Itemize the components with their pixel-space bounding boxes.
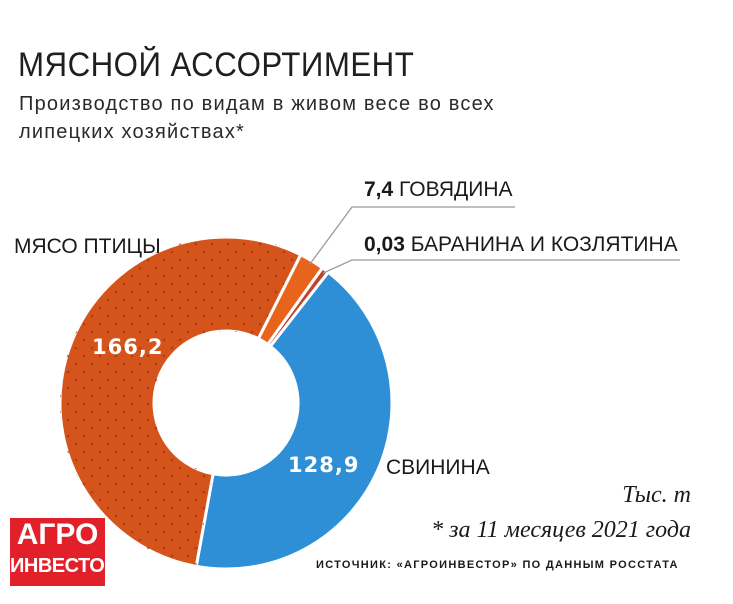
agroinvestor-logo: АГРО ИНВЕСТОР: [10, 518, 118, 586]
slice-label-beef: 7,4 ГОВЯДИНА: [364, 178, 513, 201]
footnote: * за 11 месяцев 2021 года: [431, 517, 691, 543]
unit-label: Тыс. т: [622, 482, 691, 508]
slice-value-lamb: 0,03: [364, 233, 405, 256]
slice-name-beef: ГОВЯДИНА: [399, 178, 513, 201]
slice-poultry-texture: [59, 236, 301, 567]
slice-lamb: [265, 265, 331, 349]
logo-line-1: АГРО: [16, 518, 99, 551]
slice-label-poultry: МЯСО ПТИЦЫ: [14, 235, 161, 258]
chart-subtitle: Производство по видам в живом весе во вс…: [19, 93, 495, 143]
slice-label-pork: СВИНИНА: [386, 456, 490, 479]
source-note: ИСТОЧНИК: «АГРОИНВЕСТОР» ПО ДАННЫМ РОССТ…: [316, 559, 679, 571]
slice-value-beef: 7,4: [364, 178, 394, 201]
leader-line-lamb: [322, 259, 680, 274]
chart-title: МЯСНОЙ АССОРТИМЕНТ: [18, 46, 415, 84]
slice-name-lamb: БАРАНИНА И КОЗЛЯТИНА: [411, 233, 678, 256]
leader-line-beef: [309, 206, 515, 265]
slice-label-lamb: 0,03 БАРАНИНА И КОЗЛЯТИНА: [364, 233, 678, 256]
donut-slices: [58, 235, 394, 571]
slice-value-poultry: 166,2: [92, 335, 163, 359]
slice-pork: [194, 270, 394, 571]
leader-lines: [309, 206, 680, 274]
slice-value-pork: 128,9: [288, 453, 359, 477]
logo-line-2: ИНВЕСТОР: [10, 555, 118, 577]
